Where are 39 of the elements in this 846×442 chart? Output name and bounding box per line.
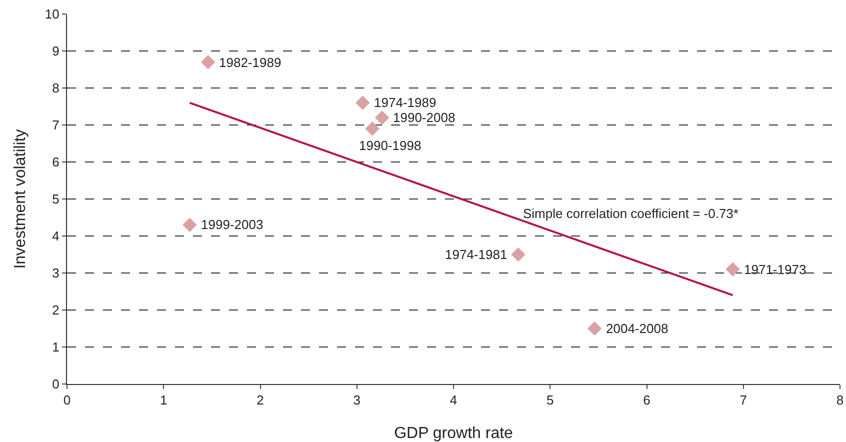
y-tick-label: 2 xyxy=(52,302,60,318)
annotation: 2004-2008 xyxy=(606,321,668,336)
point xyxy=(726,262,740,276)
x-tick-label: 1 xyxy=(160,392,168,408)
y-tick-label: 8 xyxy=(52,80,60,96)
y-tick-label: 4 xyxy=(52,228,60,244)
point xyxy=(182,218,197,232)
x-tick-label: 3 xyxy=(353,392,360,408)
annotation: 1974-1989 xyxy=(374,95,436,110)
x-tick-label: 2 xyxy=(256,392,264,408)
y-axis-title: Investment volatility xyxy=(12,129,29,269)
point xyxy=(356,96,370,110)
x-tick-label: 6 xyxy=(643,392,650,408)
point xyxy=(511,247,526,262)
annotation: 1982-1989 xyxy=(219,55,282,70)
x-tick-label: 5 xyxy=(546,392,554,408)
x-axis-title: GDP growth rate xyxy=(394,425,514,442)
x-tick-label: 7 xyxy=(740,392,747,408)
y-tick-label: 7 xyxy=(52,118,60,133)
x-tick-label: 4 xyxy=(450,392,458,408)
y-tick-label: 1 xyxy=(52,340,60,355)
annotation: 1999-2003 xyxy=(201,217,264,232)
x-tick-label: 0 xyxy=(63,392,71,408)
y-tick-label: 5 xyxy=(52,192,60,207)
y-tick-label: 6 xyxy=(52,154,60,170)
y-tick-label: 9 xyxy=(52,44,60,59)
annotation: 1990-2008 xyxy=(393,110,456,125)
point xyxy=(587,321,602,336)
x-tick-label: 8 xyxy=(836,392,844,408)
point xyxy=(200,54,216,70)
y-tick-label: 10 xyxy=(44,6,60,22)
annotation: 1990-1998 xyxy=(359,138,422,153)
y-tick-label: 0 xyxy=(52,376,60,392)
point xyxy=(365,122,380,136)
annotation: 1974-1981 xyxy=(445,247,508,262)
annotation: Simple correlation coefficient = -0.73* xyxy=(523,206,738,221)
annotation: 1971-1973 xyxy=(744,262,806,277)
y-tick-label: 3 xyxy=(52,266,60,281)
point xyxy=(374,110,390,125)
